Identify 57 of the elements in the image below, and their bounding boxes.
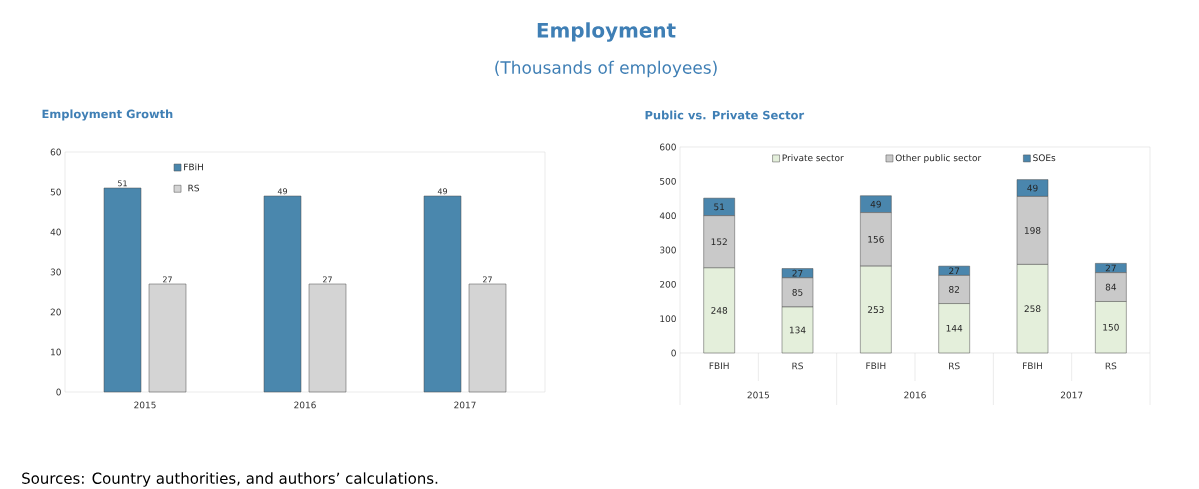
y-tick-label: 60 — [50, 148, 61, 156]
y-tick-label: 0 — [671, 349, 676, 357]
y-tick-label: 400 — [659, 212, 676, 220]
y-tick-label: 50 — [50, 188, 61, 196]
x-tick-label: 2017 — [454, 401, 476, 409]
bar — [263, 195, 302, 393]
legend-label: Private sector — [782, 154, 844, 162]
text: Employment — [537, 22, 676, 42]
data-label: 198 — [1024, 227, 1041, 234]
y-tick-label: 40 — [50, 228, 61, 236]
x-tick-label: FBIH — [1023, 362, 1042, 370]
legend-label: Other public sector — [895, 154, 982, 163]
y-tick-label: 100 — [660, 315, 676, 323]
bar — [103, 187, 142, 393]
data-label: 152 — [711, 238, 727, 246]
chart-title: Employment Growth — [42, 109, 173, 121]
data-label: 84 — [1105, 283, 1117, 291]
y-tick-label: 10 — [51, 348, 61, 356]
data-label: 27 — [792, 269, 803, 277]
data-label: 144 — [946, 325, 963, 332]
text: 2016 — [904, 391, 926, 399]
data-label: 134 — [789, 326, 806, 334]
data-label: 248 — [711, 307, 728, 314]
data-label: 51 — [714, 203, 725, 211]
data-label: 82 — [949, 286, 959, 293]
x-tick-label: RS — [792, 362, 803, 370]
y-tick-label: 200 — [660, 280, 676, 288]
y-tick-label: 20 — [50, 308, 61, 316]
data-label: 49 — [870, 200, 881, 208]
y-tick-label: 500 — [660, 177, 676, 185]
y-tick-label: 300 — [660, 246, 676, 254]
data-label: 258 — [1024, 305, 1041, 313]
x-tick-label: FBIH — [709, 362, 729, 370]
legend-label: FBiH — [184, 163, 203, 171]
y-tick-label: 600 — [660, 143, 676, 151]
x-tick-label: 2015 — [134, 401, 156, 409]
legend-label: SOEs — [1033, 154, 1056, 162]
legend-label: RS — [188, 184, 200, 192]
data-label: 49 — [1027, 184, 1038, 192]
text: 2017 — [1060, 391, 1083, 399]
text: (Thousands of employees) — [495, 60, 717, 78]
data-label: 27 — [949, 267, 960, 275]
data-label: 156 — [868, 235, 884, 243]
source-note: Sources: Country authorities, and authors’ calculations. — [22, 472, 438, 487]
data-label: 253 — [867, 306, 884, 313]
text: 2015 — [747, 391, 769, 399]
x-tick-label: RS — [949, 362, 960, 370]
data-label: 150 — [1103, 323, 1119, 331]
y-tick-label: 30 — [50, 268, 61, 276]
x-tick-label: 2016 — [294, 401, 316, 409]
y-tick-label: 0 — [56, 388, 61, 396]
x-tick-label: RS — [1105, 362, 1117, 370]
bar — [423, 195, 462, 393]
data-label: 85 — [792, 289, 803, 296]
x-tick-label: FBIH — [866, 362, 886, 370]
chart-title: Public vs. Private Sector — [645, 110, 805, 120]
data-label: 27 — [1105, 264, 1116, 272]
